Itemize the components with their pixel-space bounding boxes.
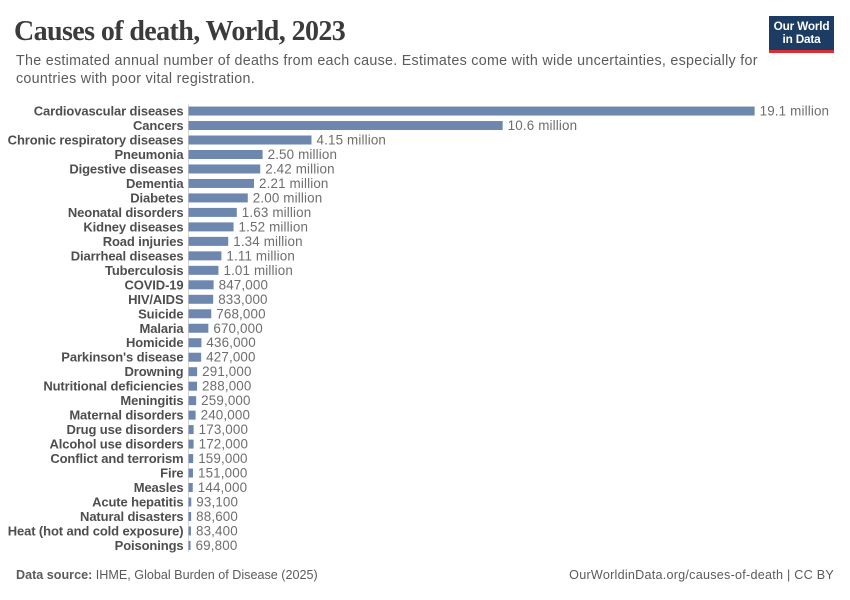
svg-text:Fire: Fire [160,466,183,481]
svg-text:Suicide: Suicide [138,306,183,321]
svg-text:88,600: 88,600 [196,509,238,524]
svg-text:2.42 million: 2.42 million [265,161,335,176]
svg-text:Measles: Measles [134,480,184,495]
svg-text:Kidney diseases: Kidney diseases [83,219,183,234]
svg-text:436,000: 436,000 [206,335,255,350]
svg-text:Nutritional deficiencies: Nutritional deficiencies [43,379,183,394]
svg-text:847,000: 847,000 [219,277,268,292]
svg-text:151,000: 151,000 [198,466,247,481]
svg-text:1.52 million: 1.52 million [239,219,309,234]
svg-text:291,000: 291,000 [202,364,251,379]
svg-text:Conflict and terrorism: Conflict and terrorism [50,451,183,466]
svg-text:1.11 million: 1.11 million [226,248,295,263]
svg-text:Acute hepatitis: Acute hepatitis [92,495,183,510]
svg-text:Chronic respiratory diseases: Chronic respiratory diseases [8,133,184,148]
svg-text:19.1 million: 19.1 million [760,104,830,119]
svg-text:833,000: 833,000 [218,292,267,307]
svg-text:83,400: 83,400 [196,523,238,538]
svg-text:172,000: 172,000 [199,437,248,452]
svg-text:768,000: 768,000 [216,306,265,321]
svg-text:69,800: 69,800 [196,538,238,553]
svg-text:173,000: 173,000 [199,422,248,437]
svg-text:Meningitis: Meningitis [120,393,183,408]
svg-text:288,000: 288,000 [202,379,251,394]
svg-text:10.6 million: 10.6 million [508,118,578,133]
svg-text:Drug use disorders: Drug use disorders [66,422,183,437]
svg-text:Tuberculosis: Tuberculosis [105,263,184,278]
svg-text:159,000: 159,000 [198,451,247,466]
svg-text:Digestive diseases: Digestive diseases [69,161,183,176]
svg-text:Cardiovascular diseases: Cardiovascular diseases [34,104,184,119]
svg-text:Homicide: Homicide [126,335,184,350]
svg-text:Poisonings: Poisonings [115,538,184,553]
svg-text:COVID-19: COVID-19 [125,277,184,292]
svg-text:HIV/AIDS: HIV/AIDS [128,292,184,307]
svg-text:Maternal disorders: Maternal disorders [69,408,183,423]
svg-text:2.21 million: 2.21 million [259,176,329,191]
svg-text:4.15 million: 4.15 million [317,133,387,148]
svg-text:93,100: 93,100 [196,495,238,510]
svg-text:240,000: 240,000 [201,408,250,423]
svg-text:144,000: 144,000 [198,480,247,495]
svg-text:Drowning: Drowning [125,364,184,379]
svg-text:Dementia: Dementia [126,176,184,191]
svg-text:Diabetes: Diabetes [130,190,183,205]
svg-text:Heat (hot and cold exposure): Heat (hot and cold exposure) [8,523,184,538]
svg-text:1.01 million: 1.01 million [223,263,293,278]
svg-text:259,000: 259,000 [201,393,250,408]
svg-text:1.34 million: 1.34 million [233,234,303,249]
svg-text:Cancers: Cancers [133,118,183,133]
svg-text:670,000: 670,000 [213,321,262,336]
svg-text:Diarrheal diseases: Diarrheal diseases [71,248,184,263]
svg-text:1.63 million: 1.63 million [242,205,312,220]
svg-text:2.50 million: 2.50 million [268,147,338,162]
svg-text:Neonatal disorders: Neonatal disorders [68,205,184,220]
svg-text:2.00 million: 2.00 million [253,190,323,205]
svg-text:Natural disasters: Natural disasters [80,509,183,524]
svg-text:Malaria: Malaria [140,321,185,336]
svg-text:427,000: 427,000 [206,350,255,365]
svg-text:Pneumonia: Pneumonia [115,147,185,162]
svg-text:Parkinson's disease: Parkinson's disease [61,350,183,365]
svg-text:Alcohol use disorders: Alcohol use disorders [49,437,183,452]
svg-text:Road injuries: Road injuries [103,234,184,249]
